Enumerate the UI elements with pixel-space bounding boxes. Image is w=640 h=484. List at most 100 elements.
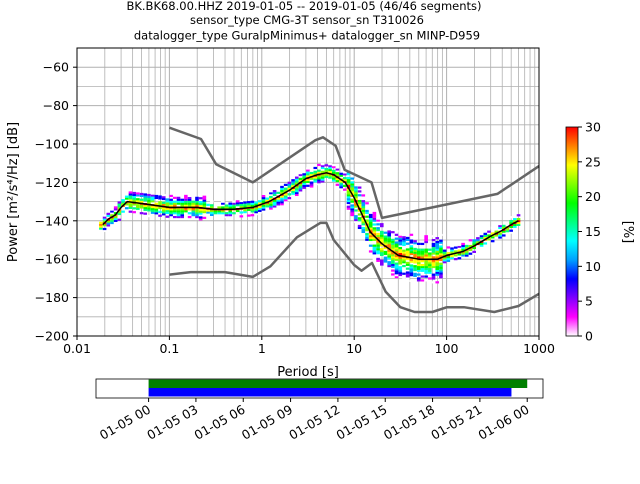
heatmap-cell <box>387 263 391 266</box>
heatmap-cell <box>265 205 270 208</box>
heatmap-cell <box>121 199 125 202</box>
heatmap-cell <box>350 213 355 217</box>
heatmap-cell <box>350 210 355 213</box>
heatmap-cell <box>350 212 355 215</box>
heatmap-cell <box>110 208 114 211</box>
colorbar-tick-label: 5 <box>585 294 593 309</box>
heatmap-cell <box>428 267 432 270</box>
heatmap-cell <box>446 255 451 259</box>
heatmap-cell <box>143 204 148 208</box>
heatmap-cell <box>272 203 277 206</box>
heatmap-cell <box>402 261 406 264</box>
heatmap-cell <box>416 265 421 269</box>
heatmap-cell <box>439 270 443 273</box>
heatmap-cell <box>350 181 355 184</box>
heatmap-cell <box>472 246 476 250</box>
heatmap-cell <box>280 187 284 190</box>
heatmap-cell <box>372 227 377 230</box>
heatmap-cell <box>147 201 151 204</box>
heatmap-cell <box>228 204 233 207</box>
heatmap-cell <box>228 210 233 213</box>
heatmap-cell <box>106 224 111 227</box>
heatmap-cell <box>313 170 318 173</box>
heatmap-cell <box>243 211 247 214</box>
heatmap-cell <box>405 242 410 245</box>
heatmap-cell <box>354 220 358 224</box>
heatmap-cell <box>391 231 395 234</box>
heatmap-cell <box>132 199 136 202</box>
heatmap-cell <box>379 249 384 253</box>
x-tick-label: 0.01 <box>63 341 91 356</box>
heatmap-cell <box>246 208 251 211</box>
heatmap-cell <box>235 204 240 207</box>
heatmap-cell <box>331 179 336 182</box>
heatmap-cell <box>394 243 399 246</box>
heatmap-cell <box>276 191 281 194</box>
heatmap-cell <box>428 271 432 274</box>
heatmap-cell <box>431 260 436 263</box>
heatmap-cell <box>505 230 510 233</box>
heatmap-cell <box>368 223 373 226</box>
heatmap-cell <box>343 178 347 182</box>
heatmap-cell <box>180 204 184 207</box>
heatmap-cell <box>335 183 340 186</box>
heatmap-cell <box>287 197 292 200</box>
heatmap-cell <box>372 238 377 241</box>
heatmap-cell <box>361 221 366 224</box>
heatmap-cell <box>110 218 114 221</box>
heatmap-cell <box>280 185 284 189</box>
heatmap-cell <box>176 196 181 199</box>
heatmap-cell <box>346 205 351 208</box>
heatmap-cell <box>317 177 321 180</box>
heatmap-cell <box>405 273 410 276</box>
heatmap-cell <box>428 263 432 267</box>
heatmap-cell <box>169 194 173 198</box>
heatmap-cell <box>428 262 432 265</box>
heatmap-cell <box>173 217 177 221</box>
heatmap-cell <box>124 197 129 200</box>
heatmap-cell <box>394 272 399 275</box>
heatmap-cell <box>357 224 362 228</box>
heatmap-cell <box>398 268 403 271</box>
colorbar: 0 5 10 15 20 25 30 [%] <box>565 120 635 344</box>
heatmap-cell <box>476 237 480 240</box>
heatmap-cell <box>361 219 366 222</box>
heatmap-cell <box>309 185 314 188</box>
heatmap-cell <box>113 217 118 221</box>
heatmap-cell <box>180 215 184 219</box>
heatmap-cell <box>405 252 410 255</box>
heatmap-cell <box>428 237 432 240</box>
heatmap-cell <box>513 225 517 228</box>
heatmap-cell <box>254 207 258 210</box>
heatmap-cell <box>169 204 173 207</box>
y-tick-label: −60 <box>43 60 69 75</box>
heatmap-cell <box>346 180 351 183</box>
heatmap-cell <box>450 249 454 252</box>
heatmap-cell <box>335 174 340 177</box>
heatmap-cell <box>431 252 436 255</box>
heatmap-cell <box>350 189 355 192</box>
heatmap-cell <box>357 201 362 205</box>
heatmap-cell <box>416 273 421 276</box>
heatmap-cell <box>368 244 373 247</box>
heatmap-cell <box>298 185 303 188</box>
title-line-3: datalogger_type GuralpMinimus+ datalogge… <box>134 29 480 43</box>
heatmap-cell <box>283 183 288 186</box>
heatmap-cell <box>354 188 358 191</box>
heatmap-cell <box>376 252 380 255</box>
heatmap-cell <box>439 233 443 237</box>
heatmap-cell <box>169 214 173 217</box>
heatmap-cell <box>254 201 258 204</box>
heatmap-cell <box>195 215 199 219</box>
heatmap-cell <box>391 256 395 259</box>
heatmap-cell <box>165 198 170 201</box>
heatmap-cell <box>405 254 410 257</box>
heatmap-cell <box>476 239 480 242</box>
heatmap-cell <box>291 181 295 184</box>
heatmap-cell <box>413 272 417 276</box>
heatmap-cell <box>243 203 247 206</box>
heatmap-cell <box>346 182 351 185</box>
heatmap-cell <box>368 215 373 218</box>
heatmap-cell <box>187 212 192 215</box>
heatmap-cell <box>379 240 384 243</box>
